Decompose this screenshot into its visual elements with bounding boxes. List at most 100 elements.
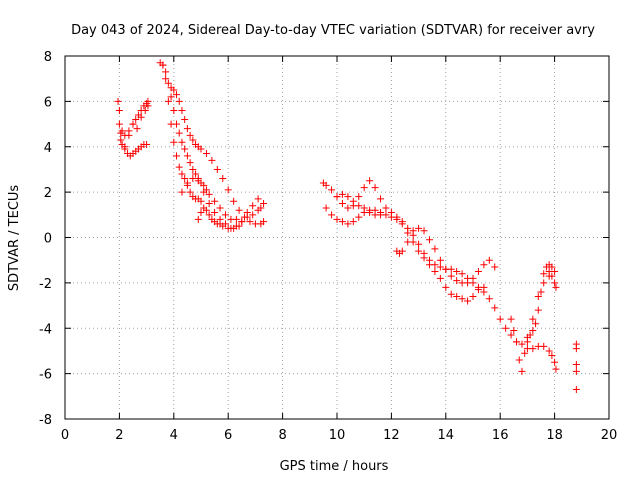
data-point-marker — [485, 295, 493, 303]
data-point-marker — [349, 218, 357, 226]
data-point-marker — [197, 197, 205, 205]
data-point-marker — [194, 215, 202, 223]
data-point-marker — [529, 315, 537, 323]
data-point-marker — [469, 274, 477, 282]
data-point-marker — [355, 193, 363, 201]
data-point-marker — [436, 263, 444, 271]
data-point-marker — [235, 206, 243, 214]
data-point-marker — [453, 292, 461, 300]
data-point-marker — [257, 204, 265, 212]
data-point-marker — [170, 86, 178, 94]
data-point-marker — [491, 304, 499, 312]
plot-frame — [64, 55, 610, 420]
data-point-marker — [420, 227, 428, 235]
data-point-marker — [552, 283, 560, 291]
data-point-marker — [167, 93, 175, 101]
data-point-marker — [246, 218, 254, 226]
data-point-marker — [338, 218, 346, 226]
data-point-marker — [232, 215, 240, 223]
data-point-marker — [515, 356, 523, 364]
data-point-marker — [202, 150, 210, 158]
data-point-marker — [181, 116, 189, 124]
data-point-marker — [224, 186, 232, 194]
data-point-marker — [125, 131, 133, 139]
data-point-marker — [469, 292, 477, 300]
x-tick-label: 10 — [329, 428, 346, 443]
data-point-marker — [117, 136, 125, 144]
data-point-marker — [137, 113, 145, 121]
data-point-marker — [485, 256, 493, 264]
x-tick-label: 16 — [492, 428, 509, 443]
data-point-marker — [415, 240, 423, 248]
data-point-marker — [409, 227, 417, 235]
data-point-marker — [181, 145, 189, 153]
data-point-marker — [254, 195, 262, 203]
data-point-marker — [183, 152, 191, 160]
data-point-marker — [189, 175, 197, 183]
data-point-marker — [235, 222, 243, 230]
data-point-marker — [186, 131, 194, 139]
series-track-k — [333, 190, 385, 217]
data-point-marker — [141, 106, 149, 114]
data-point-marker — [453, 268, 461, 276]
data-point-marker — [133, 125, 141, 133]
data-point-marker — [243, 209, 251, 217]
data-point-marker — [162, 75, 170, 83]
data-point-marker — [453, 277, 461, 285]
data-point-marker — [238, 218, 246, 226]
data-point-marker — [205, 199, 213, 207]
data-point-marker — [202, 206, 210, 214]
data-point-marker — [186, 159, 194, 167]
data-point-marker — [447, 290, 455, 298]
data-point-marker — [526, 331, 534, 339]
data-point-marker — [398, 247, 406, 255]
data-point-marker — [404, 229, 412, 237]
data-point-marker — [551, 358, 559, 366]
data-point-marker — [181, 175, 189, 183]
data-point-marker — [464, 279, 472, 287]
data-point-marker — [170, 106, 178, 114]
data-point-marker — [189, 165, 197, 173]
y-tick-label: 8 — [44, 50, 52, 65]
data-point-marker — [175, 163, 183, 171]
data-point-marker — [344, 193, 352, 201]
series-track-o — [545, 268, 560, 291]
data-point-marker — [572, 345, 580, 353]
series-track-c — [117, 102, 152, 151]
data-point-marker — [420, 254, 428, 262]
y-tick-label: -8 — [39, 413, 52, 428]
data-point-marker — [164, 97, 172, 105]
data-point-marker — [523, 338, 531, 346]
data-point-marker — [241, 213, 249, 221]
data-point-marker — [540, 270, 548, 278]
data-point-marker — [540, 342, 548, 350]
x-tick-label: 18 — [546, 428, 563, 443]
data-point-marker — [167, 120, 175, 128]
data-point-marker — [200, 181, 208, 189]
data-point-marker — [548, 351, 556, 359]
data-point-marker — [197, 145, 205, 153]
data-point-marker — [121, 143, 129, 151]
data-point-marker — [480, 261, 488, 269]
series-track-e — [159, 61, 205, 205]
y-tick-label: -4 — [39, 322, 52, 337]
data-point-marker — [183, 179, 191, 187]
x-tick-label: 12 — [383, 428, 400, 443]
x-tick-label: 20 — [601, 428, 618, 443]
data-point-marker — [333, 193, 341, 201]
data-point-marker — [425, 261, 433, 269]
data-point-marker — [545, 347, 553, 355]
series-track-h — [194, 204, 243, 232]
data-point-marker — [458, 270, 466, 278]
x-tick-label: 2 — [115, 428, 123, 443]
y-tick-label: -2 — [39, 277, 52, 292]
ticks-layer: 0 2 4 6 8 10 12 14 16 18 20 -8 -6 -4 -2 0 2 4 6 8 — [39, 50, 617, 443]
data-point-marker — [118, 127, 126, 135]
data-point-marker — [382, 204, 390, 212]
x-tick-label: 6 — [224, 428, 232, 443]
data-point-marker — [200, 188, 208, 196]
data-point-marker — [393, 215, 401, 223]
data-point-marker — [328, 186, 336, 194]
data-point-marker — [194, 177, 202, 185]
